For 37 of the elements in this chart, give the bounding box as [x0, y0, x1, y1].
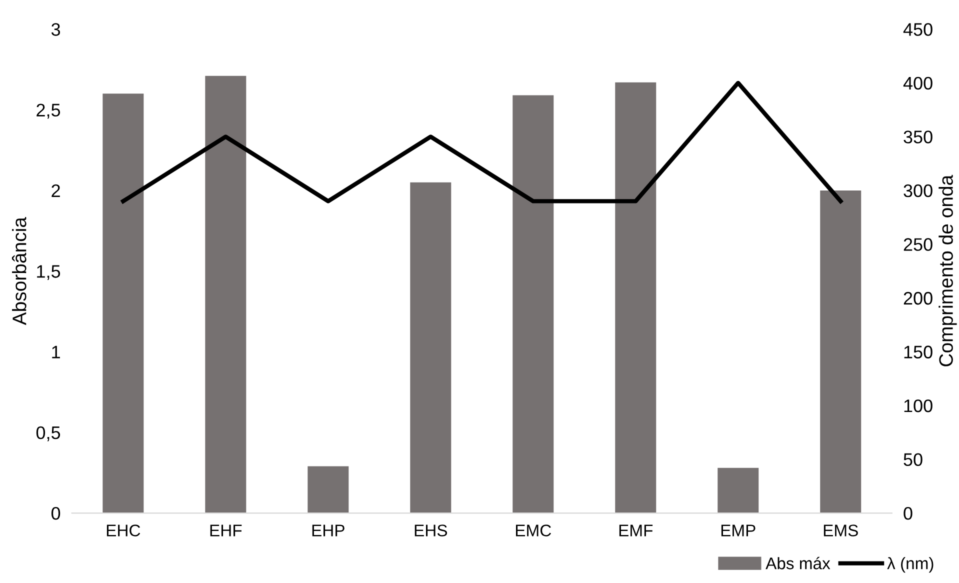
- y-tick-label: 2,5: [36, 104, 60, 119]
- bar: [205, 76, 246, 514]
- x-tick-label: EHP: [312, 524, 344, 536]
- x-tick-label: EHS: [414, 524, 448, 536]
- y-axis-title: Absorbância: [12, 217, 26, 326]
- x-tick-label: EHC: [106, 524, 140, 536]
- x-tick-label: EMC: [516, 524, 552, 536]
- x-tick-label: EMS: [824, 524, 858, 536]
- y2-tick-label: 400: [903, 76, 932, 90]
- bar: [512, 95, 554, 514]
- y-tick-label: 2: [52, 184, 60, 197]
- legend-label: Abs máx: [766, 556, 830, 570]
- y-tick-label: 1: [52, 346, 60, 358]
- bar: [102, 94, 144, 514]
- x-tick-label: EHF: [210, 524, 242, 536]
- y-tick-label: 3: [51, 23, 60, 36]
- y2-tick-label: 100: [904, 399, 932, 412]
- y-tick-label: 1,5: [37, 265, 60, 280]
- y2-tick-label: 450: [903, 23, 932, 36]
- bar: [615, 82, 656, 514]
- y-tick-label: 0: [51, 506, 60, 520]
- y2-tick-label: 150: [904, 346, 932, 358]
- x-tick-label: EMF: [619, 524, 653, 536]
- y2-tick-label: 350: [904, 130, 932, 144]
- y2-tick-label: 300: [904, 184, 932, 198]
- bar: [308, 466, 349, 514]
- y2-tick-label: 0: [904, 506, 912, 520]
- bar: [410, 182, 452, 514]
- x-tick-label: EMP: [721, 524, 756, 536]
- y2-tick-label: 250: [904, 238, 932, 251]
- y2-axis-title: Comprimento de onda: [938, 174, 957, 366]
- y2-tick-label: 50: [904, 453, 922, 466]
- legend-label: λ (nm): [887, 557, 934, 573]
- y2-tick-label: 200: [904, 292, 932, 305]
- bar: [820, 190, 862, 514]
- bar: [718, 468, 759, 514]
- y-tick-label: 0,5: [36, 426, 60, 442]
